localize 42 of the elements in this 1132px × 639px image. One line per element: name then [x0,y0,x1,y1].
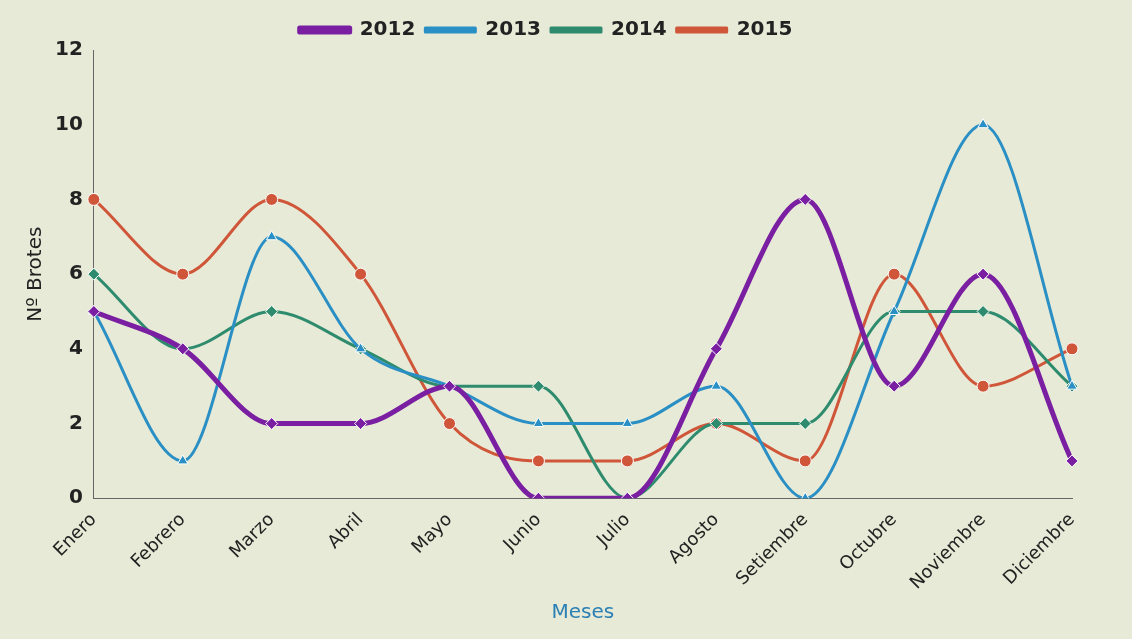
point [976,379,990,393]
x-axis-title: Meses [551,599,615,624]
point [620,454,634,468]
point [977,118,989,129]
point [710,379,722,390]
point [798,192,812,206]
point [354,417,368,431]
y-tick-label: 8 [68,185,83,210]
y-tick-label: 2 [68,409,83,434]
point [887,267,901,281]
point [976,304,990,318]
point [354,267,368,281]
point [265,230,278,241]
point [976,267,990,281]
point [1065,454,1079,468]
y-tick-label: 0 [68,484,83,509]
legend-label: 2012 [359,16,416,41]
point [1065,342,1079,356]
y-axis-title: Nº Brotes [22,226,47,322]
point [531,379,545,393]
point [265,192,279,206]
point [177,454,189,465]
y-tick-label: 6 [68,260,83,285]
y-tick-label: 10 [54,110,83,135]
point [709,342,723,356]
point [176,267,190,281]
point [532,417,545,428]
point [798,454,812,468]
y-tick-label: 4 [68,335,83,360]
point [887,379,901,393]
point [621,417,634,428]
point [798,417,812,431]
point [531,454,545,468]
legend-label: 2014 [611,16,667,41]
y-tick-label: 12 [54,36,83,61]
point [443,417,457,431]
legend-label: 2013 [485,16,542,41]
point [265,417,279,431]
point [265,304,279,318]
legend-label: 2015 [736,16,793,41]
point [87,267,101,281]
point [87,192,101,206]
